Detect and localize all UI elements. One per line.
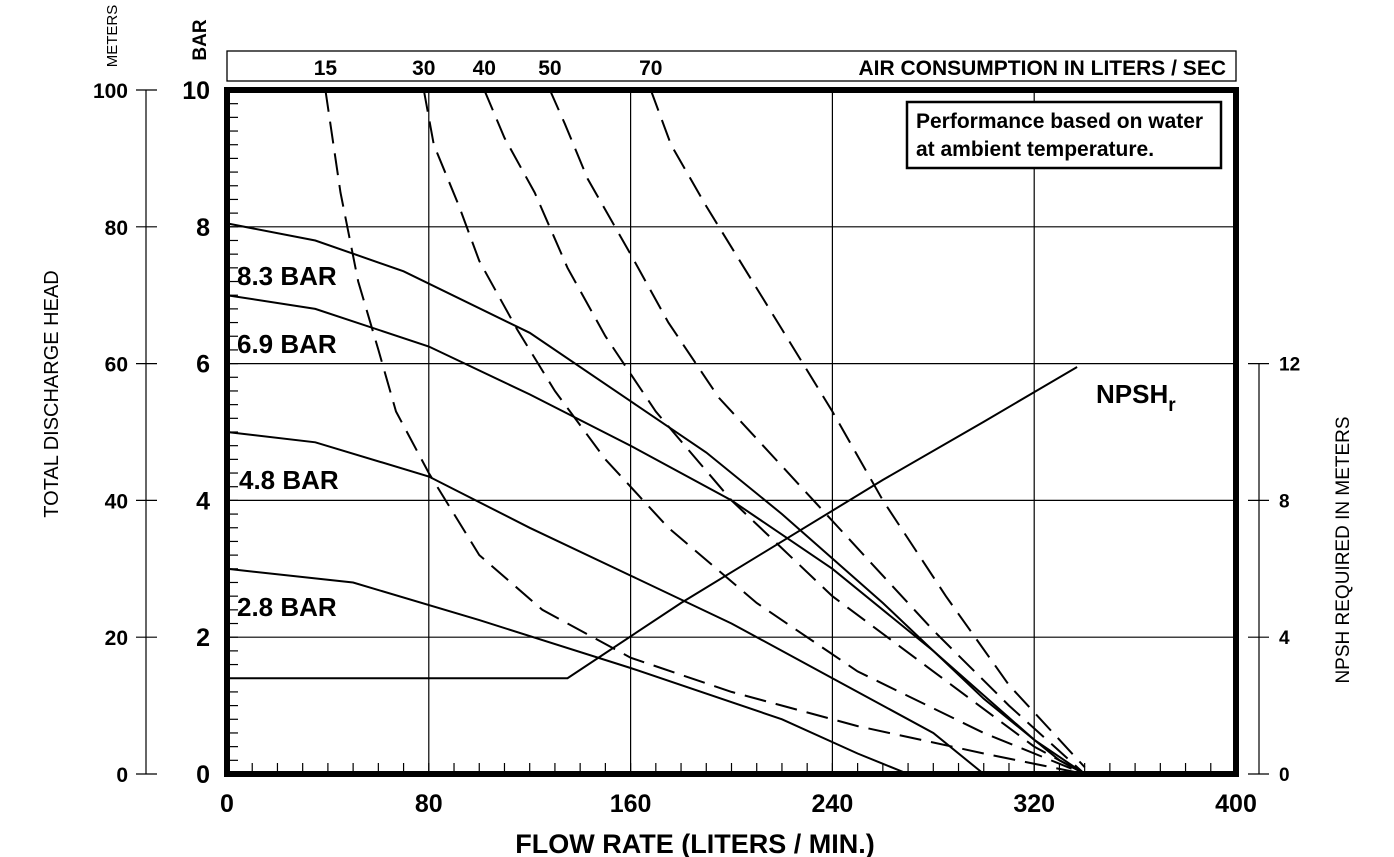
- bar-tick-label-4: 4: [196, 487, 210, 515]
- npsh-tick-label-0: 0: [1279, 765, 1290, 786]
- pressure-curve-2-8-BAR: [226, 567, 909, 775]
- npshr-label-subscript: r: [1168, 395, 1176, 416]
- npsh-tick-label-4: 4: [1279, 628, 1290, 649]
- meters-tick-label-40: 40: [105, 490, 128, 513]
- x-tick-label-80: 80: [415, 790, 443, 818]
- air-consumption-curves: [324, 89, 1086, 775]
- pressure-curve-4-8-BAR: [226, 431, 985, 775]
- air-curve-50: [548, 89, 1086, 775]
- air-curve-40: [483, 89, 1086, 775]
- bar-tick-label-10: 10: [182, 77, 210, 105]
- meters-tick-label-20: 20: [105, 627, 128, 650]
- x-tick-label-320: 320: [1013, 790, 1055, 818]
- bar-tick-label-0: 0: [196, 761, 210, 789]
- x-tick-label-240: 240: [812, 790, 854, 818]
- total-discharge-head-label: TOTAL DISCHARGE HEAD: [41, 270, 63, 517]
- pressure-curve-labels: 8.3 BAR 6.9 BAR 4.8 BAR 2.8 BAR: [232, 258, 340, 622]
- x-tick-label-400: 400: [1215, 790, 1257, 818]
- x-tick-label-160: 160: [610, 790, 652, 818]
- air-consumption-label: AIR CONSUMPTION IN LITERS / SEC: [858, 57, 1226, 80]
- flow-rate-label: FLOW RATE (LITERS / MIN.): [515, 829, 874, 857]
- pressure-label-6-9: 6.9 BAR: [237, 329, 337, 359]
- pressure-curve-8-3-BAR: [226, 222, 1086, 775]
- npsh-tick-label-8: 8: [1279, 491, 1290, 512]
- meters-tick-label-100: 100: [93, 80, 128, 103]
- pressure-curves: [226, 222, 1086, 775]
- air-tick-label-15: 15: [314, 57, 338, 80]
- npshr-label: NPSHr: [1096, 379, 1176, 416]
- x-tick-label-0: 0: [220, 790, 234, 818]
- air-tick-label-50: 50: [538, 57, 561, 80]
- bar-tick-label-2: 2: [196, 624, 210, 652]
- air-tick-label-30: 30: [412, 57, 435, 80]
- grid-lines: [227, 90, 1236, 774]
- pressure-label-4-8: 4.8 BAR: [239, 465, 339, 495]
- note-line-1: Performance based on water: [916, 110, 1203, 133]
- npshr-line: [227, 366, 1078, 680]
- meters-tick-label-80: 80: [105, 217, 128, 240]
- bar-tick-label-8: 8: [196, 214, 210, 242]
- air-tick-label-40: 40: [473, 57, 496, 80]
- air-tick-label-70: 70: [639, 57, 662, 80]
- npsh-required-label: NPSH REQUIRED IN METERS: [1333, 416, 1354, 683]
- meters-unit-label: METERS: [104, 5, 121, 68]
- bar-tick-label-6: 6: [196, 351, 210, 379]
- npshr-label-main: NPSH: [1096, 379, 1168, 409]
- air-consumption-strip: [226, 50, 1237, 82]
- npsh-tick-label-12: 12: [1279, 355, 1300, 376]
- meters-tick-label-0: 0: [116, 764, 128, 787]
- air-curve-15: [324, 89, 1085, 775]
- pressure-label-8-3: 8.3 BAR: [237, 261, 337, 291]
- note-box: [905, 100, 1223, 170]
- pressure-curve-6-9-BAR: [226, 294, 1086, 775]
- meters-tick-label-60: 60: [105, 354, 128, 377]
- npshr-curve: [227, 366, 1078, 680]
- air-consumption-ticks: 15 30 40 50 70: [314, 57, 663, 80]
- bar-unit-label: BAR: [190, 19, 211, 60]
- air-curve-70: [649, 89, 1086, 768]
- air-curve-30: [422, 89, 1086, 775]
- pressure-label-2-8: 2.8 BAR: [237, 592, 337, 622]
- plot-frame: [224, 87, 1239, 777]
- note-line-2: at ambient temperature.: [916, 138, 1154, 161]
